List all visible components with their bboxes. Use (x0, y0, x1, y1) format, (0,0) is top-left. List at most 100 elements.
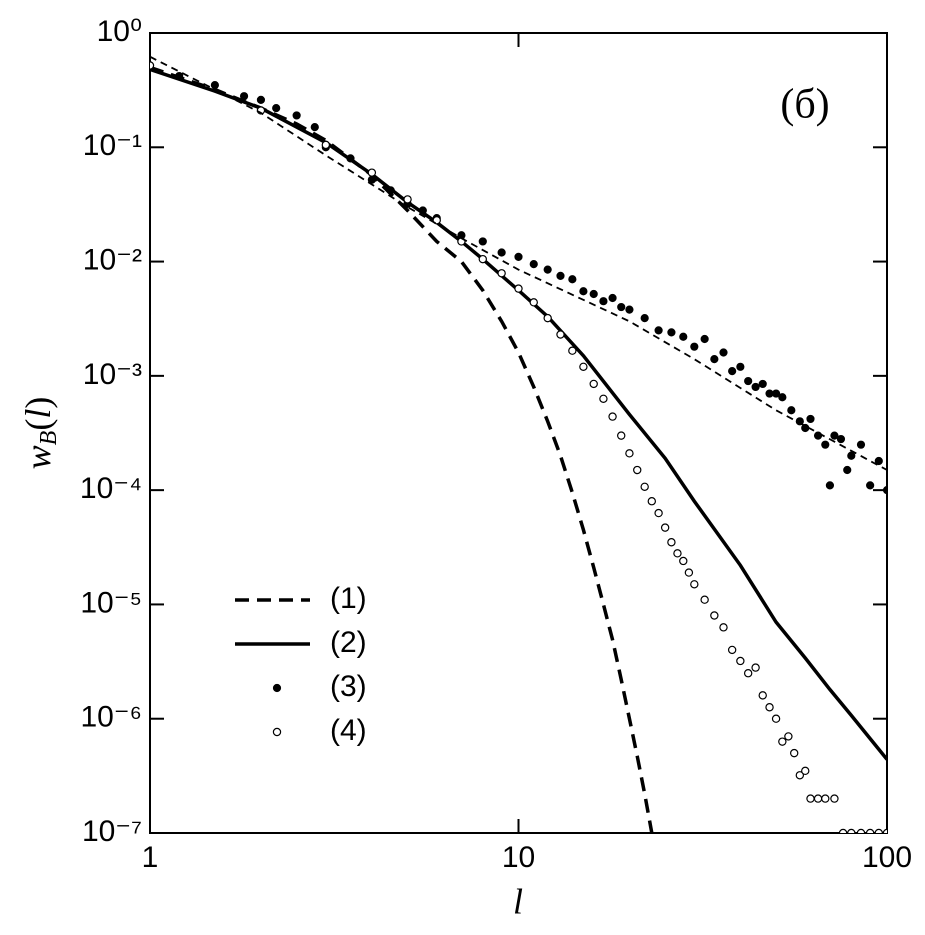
y-tick-label: 10⁻⁶ (80, 701, 142, 734)
data-point (568, 346, 577, 355)
data-point (667, 328, 676, 337)
data-point (589, 379, 598, 389)
data-point (256, 95, 266, 104)
data-point (856, 440, 866, 449)
data-point (813, 431, 823, 440)
data-point (787, 406, 796, 415)
data-point (865, 828, 875, 833)
data-point (813, 794, 823, 803)
data-point (856, 828, 866, 833)
data-point (684, 568, 694, 577)
data-point (640, 482, 649, 491)
data-point (806, 414, 815, 424)
data-point (175, 71, 184, 81)
data-point (801, 766, 810, 776)
data-point (272, 104, 281, 113)
legend-label: (4) (330, 714, 367, 747)
x-axis-label: l (513, 881, 523, 921)
data-point (599, 394, 608, 403)
data-point (660, 523, 670, 532)
data-point (367, 168, 377, 177)
y-label-part: ( (18, 419, 58, 431)
data-point (673, 549, 682, 558)
y-axis-label: wB(l) (18, 397, 61, 470)
data-point (882, 486, 887, 495)
data-point (403, 195, 412, 204)
data-point (736, 362, 745, 371)
data-point (608, 293, 617, 303)
x-tick-label: 10 (502, 841, 535, 874)
data-point (710, 611, 719, 620)
data-point (690, 342, 699, 351)
data-point (292, 111, 301, 120)
data-point (608, 412, 617, 421)
data-point (771, 389, 781, 398)
data-point (599, 297, 608, 306)
data-point (239, 92, 249, 101)
data-point (790, 748, 799, 758)
data-point (843, 465, 852, 475)
data-point (736, 656, 745, 666)
data-point (795, 771, 805, 780)
data-point (543, 313, 552, 323)
data-point (838, 828, 848, 833)
data-point (321, 140, 331, 150)
y-tick-label: 10⁻¹ (83, 129, 142, 162)
data-point (719, 623, 728, 632)
data-point (654, 326, 663, 335)
data-point (386, 186, 395, 195)
data-point (882, 828, 887, 833)
plot-area (150, 55, 887, 833)
data-point (710, 355, 719, 364)
data-point (418, 206, 427, 215)
data-point (821, 794, 830, 803)
data-point (478, 254, 487, 264)
plot-frame (149, 32, 888, 834)
data-point (758, 691, 767, 700)
legend-symbol (272, 683, 282, 693)
data-point (478, 237, 487, 246)
data-point (556, 330, 565, 339)
legend-label: (3) (330, 670, 367, 703)
data-point (771, 714, 781, 723)
data-point (825, 481, 835, 490)
data-point (784, 732, 793, 741)
data-point (310, 123, 319, 132)
data-point (568, 275, 577, 284)
data-point (836, 434, 846, 444)
data-point (700, 334, 709, 344)
legend-label: (1) (330, 582, 367, 615)
data-point (778, 393, 787, 402)
y-tick-label: 10⁻⁷ (82, 815, 142, 848)
data-point (346, 154, 355, 163)
data-point (751, 663, 760, 672)
data-point (874, 456, 883, 466)
y-tick-label: 10⁻³ (83, 358, 142, 391)
data-point (210, 81, 219, 90)
data-point (497, 248, 506, 257)
data-point (625, 305, 634, 314)
legend-label: (2) (330, 626, 367, 659)
legend-symbol (272, 727, 282, 737)
data-point (765, 703, 774, 712)
data-point (654, 508, 663, 518)
data-point (744, 376, 753, 386)
data-point (679, 556, 688, 566)
data-point (690, 580, 699, 589)
series-line (150, 67, 887, 761)
data-point (640, 314, 649, 323)
data-point (633, 465, 642, 475)
data-point (589, 289, 598, 299)
y-tick-label: 10⁻⁴ (80, 472, 142, 505)
data-point (743, 669, 753, 678)
data-point (497, 269, 506, 278)
annotation: (б) (780, 82, 829, 128)
y-tick-label: 10⁰ (97, 15, 142, 48)
data-point (821, 440, 830, 449)
data-point (778, 737, 787, 746)
data-point (514, 252, 523, 261)
data-point (556, 271, 565, 280)
data-point (728, 367, 737, 376)
data-point (625, 449, 634, 458)
